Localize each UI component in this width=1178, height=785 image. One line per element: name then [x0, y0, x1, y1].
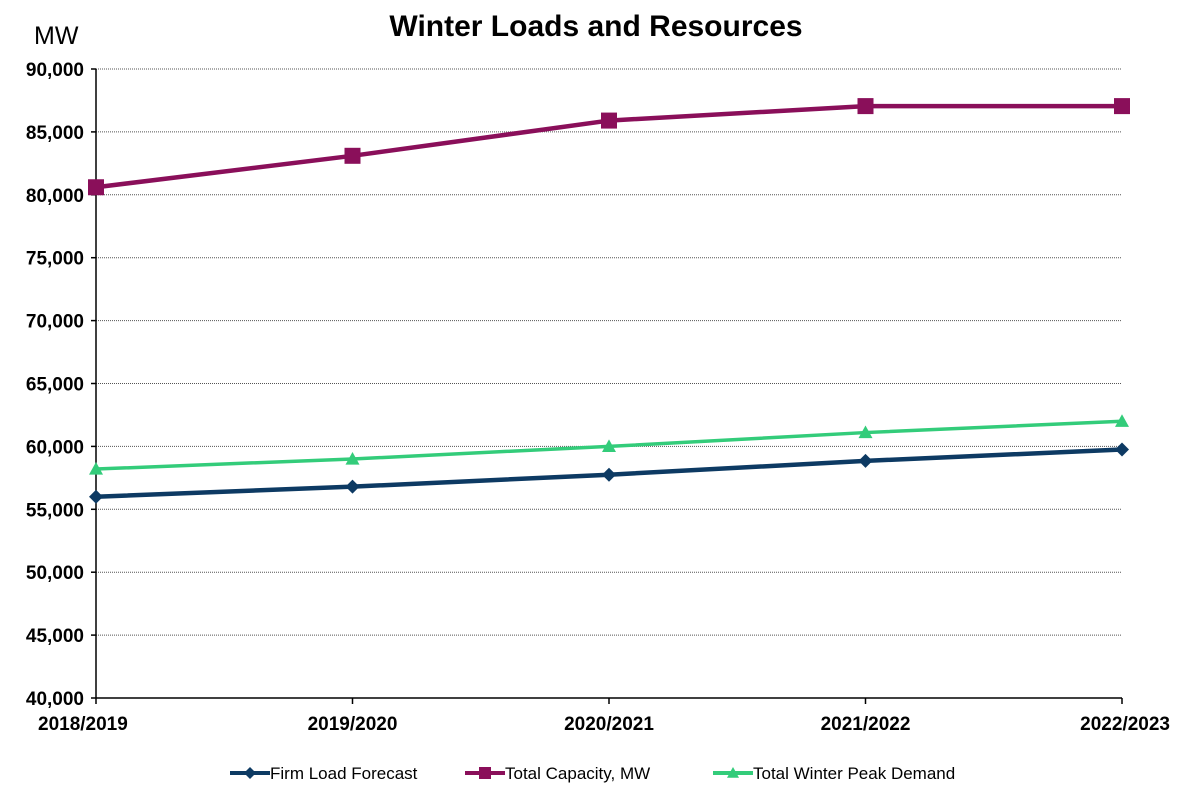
x-tick-label: 2022/2023 — [1080, 714, 1170, 735]
chart-title: Winter Loads and Resources — [389, 10, 802, 43]
legend-label: Total Capacity, MW — [505, 764, 650, 783]
y-tick-label: 80,000 — [26, 186, 84, 207]
y-tick-label: 60,000 — [26, 437, 84, 458]
x-tick-label: 2018/2019 — [38, 714, 128, 735]
data-point-triangle — [89, 462, 103, 475]
series-total-winter-peak-demand — [89, 414, 1129, 475]
data-point-diamond — [244, 767, 256, 779]
y-tick-label: 45,000 — [26, 626, 84, 647]
series-firm-load-forecast — [89, 442, 1129, 504]
y-tick-label: 90,000 — [26, 60, 84, 81]
y-tick-label: 40,000 — [26, 689, 84, 710]
data-point-triangle — [345, 451, 360, 465]
series-total-capacity-mw — [88, 98, 1130, 196]
legend-item: Firm Load Forecast — [230, 764, 418, 783]
legend-item: Total Capacity, MW — [465, 764, 650, 783]
x-tick-label: 2019/2020 — [308, 714, 398, 735]
data-point-triangle — [727, 767, 739, 778]
data-point-square — [479, 767, 491, 779]
data-point-diamond — [345, 479, 360, 494]
x-tick-label: 2020/2021 — [564, 714, 654, 735]
y-tick-label: 55,000 — [26, 500, 84, 521]
y-axis-ticks: 40,000 45,000 50,000 55,000 60,000 65,000 70,0… — [26, 60, 96, 710]
y-unit-label: MW — [34, 22, 79, 50]
x-axis-ticks: 2018/2019 2019/2020 2020/2021 2021/2022 2022… — [38, 698, 1170, 735]
data-point-square — [344, 147, 361, 164]
y-tick-label: 75,000 — [26, 249, 84, 270]
data-point-diamond — [858, 453, 873, 468]
legend-label: Firm Load Forecast — [270, 764, 418, 783]
data-point-diamond — [602, 467, 616, 482]
legend: Firm Load Forecast Total Capacity, MW Tota… — [230, 764, 955, 783]
y-tick-label: 65,000 — [26, 375, 84, 396]
y-tick-label: 70,000 — [26, 312, 84, 333]
data-point-diamond — [89, 489, 103, 504]
data-point-square — [601, 112, 617, 129]
x-tick-label: 2021/2022 — [821, 714, 911, 735]
data-point-triangle — [602, 439, 616, 452]
data-point-square — [1114, 98, 1130, 115]
y-tick-label: 50,000 — [26, 563, 84, 584]
legend-label: Total Winter Peak Demand — [753, 764, 955, 783]
legend-item: Total Winter Peak Demand — [713, 764, 955, 783]
data-point-diamond — [1115, 442, 1129, 457]
data-point-square — [857, 98, 874, 115]
gridlines — [96, 68, 1122, 636]
data-point-triangle — [1115, 414, 1129, 427]
series-layer — [88, 98, 1130, 504]
data-point-triangle — [858, 425, 873, 439]
data-point-square — [88, 179, 104, 196]
y-tick-label: 85,000 — [26, 123, 84, 144]
